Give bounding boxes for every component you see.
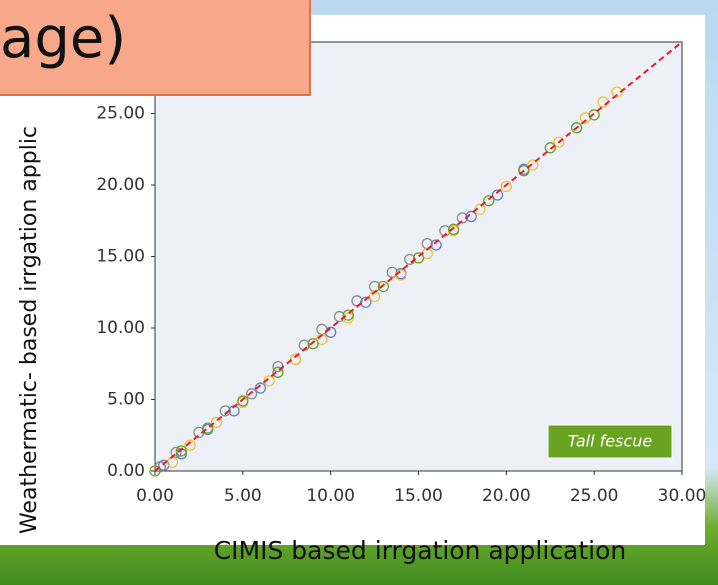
x-axis-label: CIMIS based irrgation application xyxy=(214,536,627,565)
x-tick-label: 0.00 xyxy=(136,486,174,506)
y-axis-label: Weathermatic- based irrgation applic xyxy=(17,126,42,534)
x-tick-label: 5.00 xyxy=(224,486,262,506)
x-tick-label: 20.00 xyxy=(482,486,531,506)
x-tick-label: 15.00 xyxy=(394,486,443,506)
y-tick-label: 0.00 xyxy=(107,461,145,481)
page: {"chart_data": {"type": "scatter", "titl… xyxy=(0,0,718,585)
x-tick-label: 25.00 xyxy=(570,486,619,506)
y-tick-label: 5.00 xyxy=(107,390,145,410)
y-tick-label: 20.00 xyxy=(96,175,145,195)
x-tick-label: 10.00 xyxy=(306,486,355,506)
title: age) xyxy=(0,6,126,71)
chart: 0.00 5.00 10.00 15.00 20.00 25.00 30.00 0.00 5.0… xyxy=(0,0,718,585)
y-tick-label: 10.00 xyxy=(96,318,145,338)
x-tick-label: 30.00 xyxy=(658,486,707,506)
y-tick-label: 15.00 xyxy=(96,247,145,267)
annotation: Tall fescue xyxy=(568,432,653,451)
y-tick-label: 25.00 xyxy=(96,104,145,124)
